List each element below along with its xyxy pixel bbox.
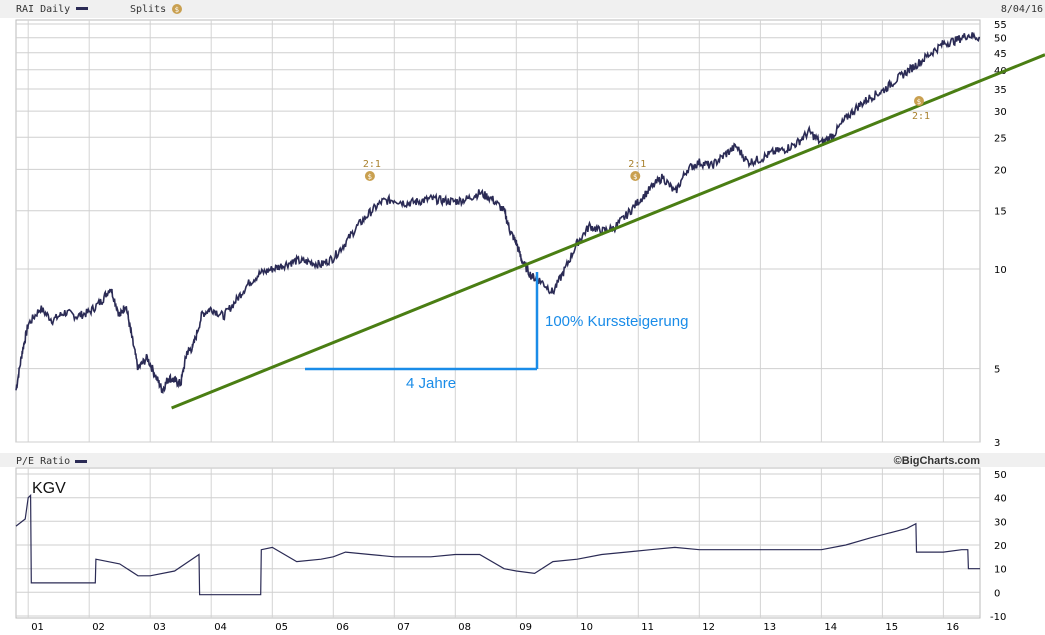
x-tick-12: 12: [702, 622, 715, 633]
price-line: [15, 31, 981, 395]
svg-text:$: $: [175, 6, 179, 14]
main-grid: [16, 20, 980, 443]
header-bar: [0, 0, 1045, 18]
price-series: [15, 31, 981, 395]
split-coin-icon: [364, 171, 375, 181]
x-tick-03: 03: [153, 622, 166, 633]
split-coin-icon: [630, 171, 641, 181]
kgv-label: KGV: [32, 480, 66, 497]
main-y-tick-5: 5: [994, 365, 1000, 376]
main-y-tick-50: 50: [994, 34, 1007, 45]
splits-label: Splits: [130, 4, 166, 15]
split-marker-2: $2:1: [628, 159, 646, 181]
x-tick-10: 10: [580, 622, 593, 633]
main-y-tick-35: 35: [994, 85, 1007, 96]
trendline-line: [171, 53, 1045, 410]
pe-series: [15, 493, 980, 596]
x-tick-01: 01: [31, 622, 44, 633]
main-plot-area: [15, 19, 981, 443]
pe-plot-area: [15, 467, 981, 619]
pe-label: P/E Ratio: [16, 456, 70, 467]
split-dollar-icon: $: [917, 98, 921, 106]
kurssteigerung-label: 100% Kurssteigerung: [545, 313, 688, 330]
main-y-tick-25: 25: [994, 133, 1007, 144]
growth-annotation: 100% Kurssteigerung 4 Jahre: [305, 272, 688, 392]
x-tick-04: 04: [214, 622, 227, 633]
split-ratio-label: 2:1: [912, 111, 930, 122]
pe-y-tick-20: 20: [994, 541, 1007, 552]
main-y-tick-20: 20: [994, 165, 1007, 176]
x-tick-11: 11: [641, 622, 654, 633]
header-date: 8/04/16: [1001, 4, 1043, 15]
x-tick-09: 09: [519, 622, 532, 633]
split-marker-1: $2:1: [363, 159, 381, 181]
split-ratio-label: 2:1: [363, 159, 381, 170]
splits-legend-icon: $: [172, 4, 182, 14]
x-tick-02: 02: [92, 622, 105, 633]
split-dollar-icon: $: [633, 173, 637, 181]
split-coin-icon: [914, 96, 924, 106]
split-dollar-icon: $: [368, 173, 372, 181]
pe-y-tick-0: 0: [994, 588, 1000, 599]
pe-y-tick-30: 30: [994, 517, 1007, 528]
x-tick-06: 06: [336, 622, 349, 633]
pe-header-bar: [0, 453, 1045, 467]
main-y-tick-10: 10: [994, 265, 1007, 276]
pe-grid: [16, 468, 980, 618]
pe-y-tick--10: -10: [990, 612, 1006, 623]
main-y-tick-55: 55: [994, 20, 1007, 31]
series-legend-swatch: [76, 7, 88, 10]
jahre-label: 4 Jahre: [406, 375, 456, 392]
main-y-tick-15: 15: [994, 207, 1007, 218]
pe-line: [15, 493, 980, 596]
main-y-axis: 3510152025303540455055: [994, 20, 1007, 449]
x-tick-15: 15: [885, 622, 898, 633]
pe-y-tick-40: 40: [994, 494, 1007, 505]
trendline: [171, 53, 1045, 410]
split-markers: $2:1$2:1$2:1: [363, 96, 930, 181]
brand-label: ©BigCharts.com: [894, 455, 981, 467]
x-tick-13: 13: [763, 622, 776, 633]
pe-y-axis: -10 0 10 20 30 40 50: [990, 470, 1007, 623]
split-marker-3: $2:1: [912, 96, 930, 122]
pe-y-tick-50: 50: [994, 470, 1007, 481]
x-tick-08: 08: [458, 622, 471, 633]
x-tick-07: 07: [397, 622, 410, 633]
x-tick-05: 05: [275, 622, 288, 633]
x-tick-14: 14: [824, 622, 837, 633]
main-y-tick-3: 3: [994, 438, 1000, 449]
split-ratio-label: 2:1: [628, 159, 646, 170]
main-y-tick-30: 30: [994, 107, 1007, 118]
x-tick-16: 16: [946, 622, 959, 633]
symbol-label: RAI Daily: [16, 4, 70, 15]
main-y-tick-45: 45: [994, 49, 1007, 60]
pe-y-tick-10: 10: [994, 565, 1007, 576]
x-axis: 01 02 03 04 05 06 07 08 09 10 11 12 13 14 15 16: [31, 622, 959, 633]
pe-legend-swatch: [75, 460, 87, 463]
